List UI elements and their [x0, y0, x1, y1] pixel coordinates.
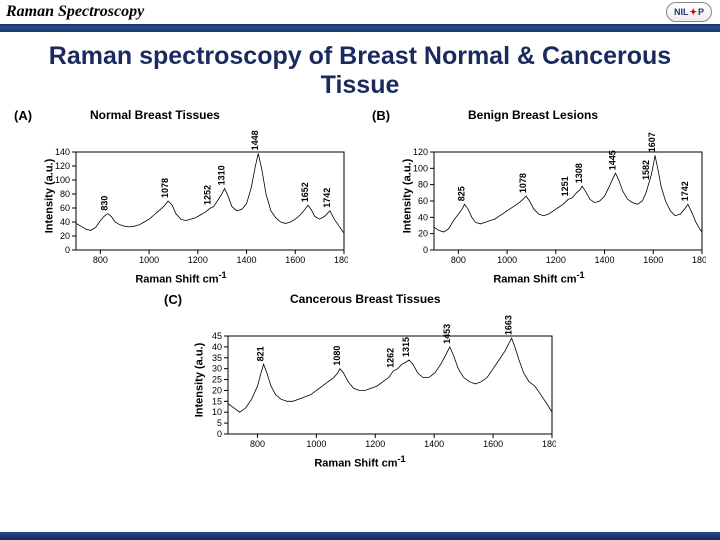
xlabel-c: Raman Shift cm-1: [314, 454, 405, 470]
chart-panel-a: (A) Normal Breast Tissues Intensity (a.u…: [10, 106, 352, 286]
svg-text:821: 821: [256, 346, 266, 361]
svg-text:60: 60: [418, 196, 428, 206]
svg-text:1400: 1400: [595, 255, 615, 265]
svg-text:1252: 1252: [202, 184, 212, 204]
svg-text:5: 5: [217, 418, 222, 428]
svg-text:1200: 1200: [546, 255, 566, 265]
svg-text:800: 800: [250, 439, 265, 449]
svg-text:20: 20: [212, 385, 222, 395]
svg-text:1080: 1080: [332, 345, 342, 365]
svg-text:1607: 1607: [647, 132, 657, 152]
svg-text:1200: 1200: [365, 439, 385, 449]
svg-text:1400: 1400: [237, 255, 257, 265]
svg-text:120: 120: [55, 161, 70, 171]
svg-text:80: 80: [418, 179, 428, 189]
footer-strip: [0, 532, 720, 540]
svg-text:1582: 1582: [641, 160, 651, 180]
subtitle-a: Normal Breast Tissues: [90, 108, 220, 122]
svg-text:800: 800: [451, 255, 466, 265]
svg-text:1078: 1078: [160, 177, 170, 197]
svg-text:1600: 1600: [483, 439, 503, 449]
svg-text:0: 0: [423, 245, 428, 255]
svg-text:40: 40: [418, 212, 428, 222]
header-title: Raman Spectroscopy: [6, 3, 144, 21]
chart-panel-c: (C) Cancerous Breast Tissues Intensity (…: [160, 290, 560, 470]
main-title: Raman spectroscopy of Breast Normal & Ca…: [0, 32, 720, 106]
svg-text:30: 30: [212, 363, 222, 373]
svg-text:1308: 1308: [574, 163, 584, 183]
svg-text:40: 40: [212, 341, 222, 351]
svg-text:1800: 1800: [542, 439, 556, 449]
svg-text:20: 20: [60, 231, 70, 241]
svg-text:825: 825: [456, 186, 466, 201]
svg-text:15: 15: [212, 396, 222, 406]
svg-text:100: 100: [413, 163, 428, 173]
svg-text:120: 120: [413, 147, 428, 157]
svg-text:1200: 1200: [188, 255, 208, 265]
svg-text:800: 800: [93, 255, 108, 265]
subtitle-b: Benign Breast Lesions: [468, 108, 598, 122]
svg-text:80: 80: [60, 189, 70, 199]
svg-text:35: 35: [212, 352, 222, 362]
logo: NIL✦P: [666, 2, 712, 22]
svg-text:1315: 1315: [401, 336, 411, 356]
svg-text:1000: 1000: [497, 255, 517, 265]
svg-text:10: 10: [212, 407, 222, 417]
svg-text:1600: 1600: [643, 255, 663, 265]
svg-text:1663: 1663: [504, 315, 514, 335]
xlabel-a: Raman Shift cm-1: [135, 270, 226, 286]
svg-text:1262: 1262: [386, 347, 396, 367]
chart-panel-b: (B) Benign Breast Lesions Intensity (a.u…: [368, 106, 710, 286]
plot-c: 800 1000 1200 1400 1600 1800 05101520253035404…: [200, 306, 556, 456]
svg-text:1000: 1000: [306, 439, 326, 449]
svg-text:20: 20: [418, 228, 428, 238]
svg-text:1800: 1800: [334, 255, 348, 265]
plot-b: 800 1000 1200 1400 1600 1800 0 20 40 60 80 100 120 82…: [406, 122, 706, 272]
xlabel-b: Raman Shift cm-1: [493, 270, 584, 286]
svg-text:1448: 1448: [250, 130, 260, 150]
header-bar: Raman Spectroscopy NIL✦P: [0, 0, 720, 26]
svg-text:1078: 1078: [518, 173, 528, 193]
svg-text:1742: 1742: [680, 181, 690, 201]
svg-text:830: 830: [100, 195, 110, 210]
charts-top-row: (A) Normal Breast Tissues Intensity (a.u…: [0, 106, 720, 286]
svg-text:1742: 1742: [322, 187, 332, 207]
svg-text:1800: 1800: [692, 255, 706, 265]
panel-letter-a: (A): [14, 108, 32, 123]
svg-text:40: 40: [60, 217, 70, 227]
svg-text:1652: 1652: [300, 182, 310, 202]
svg-text:0: 0: [217, 429, 222, 439]
svg-text:1445: 1445: [608, 150, 618, 170]
svg-text:60: 60: [60, 203, 70, 213]
svg-text:25: 25: [212, 374, 222, 384]
subtitle-c: Cancerous Breast Tissues: [290, 292, 441, 306]
svg-text:1453: 1453: [442, 323, 452, 343]
svg-text:140: 140: [55, 147, 70, 157]
svg-text:1000: 1000: [139, 255, 159, 265]
svg-text:1400: 1400: [424, 439, 444, 449]
svg-text:45: 45: [212, 331, 222, 341]
panel-letter-c: (C): [164, 292, 182, 307]
svg-text:1600: 1600: [285, 255, 305, 265]
svg-text:1310: 1310: [217, 165, 227, 185]
svg-text:0: 0: [65, 245, 70, 255]
plot-a: 800 1000 1200 1400 1600 1800 0 20 40 60 80 100 120 14…: [48, 122, 348, 272]
svg-text:1251: 1251: [560, 176, 570, 196]
svg-text:100: 100: [55, 175, 70, 185]
panel-letter-b: (B): [372, 108, 390, 123]
